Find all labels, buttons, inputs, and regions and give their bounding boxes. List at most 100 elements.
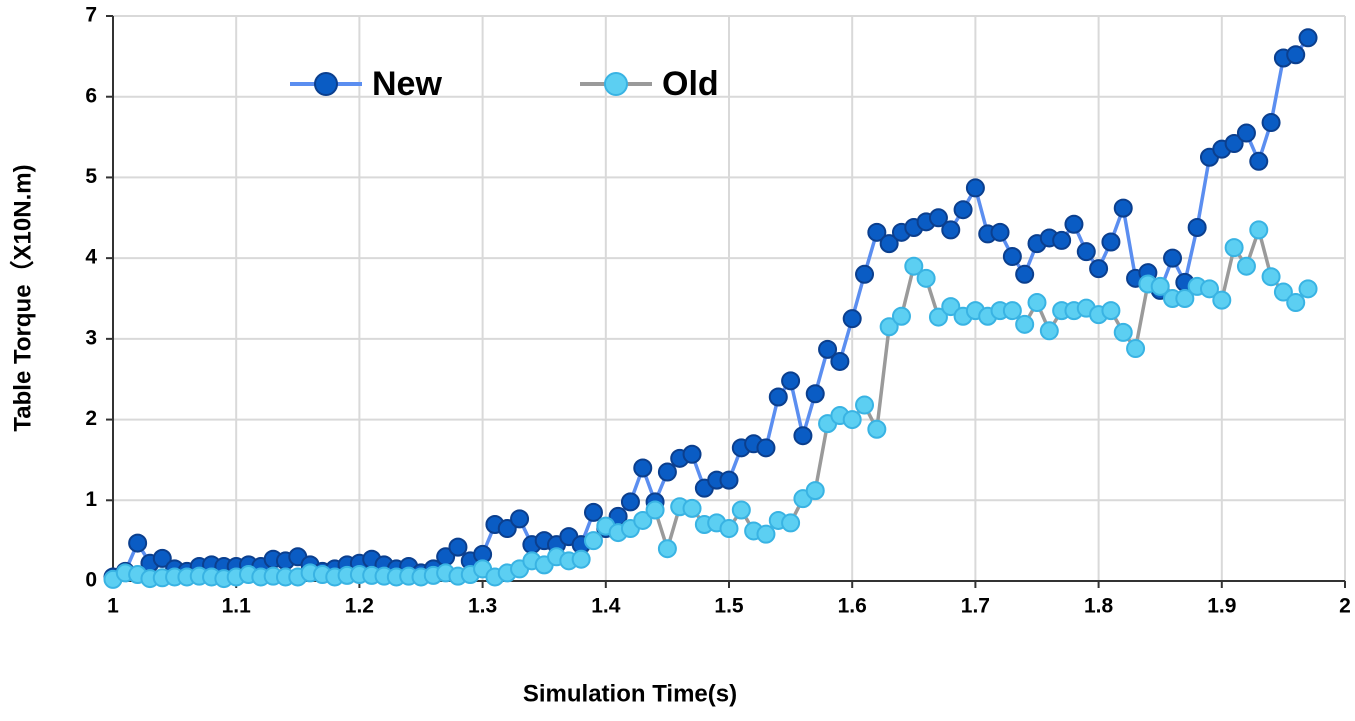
data-point [1002,301,1022,321]
data-point [1212,290,1232,310]
data-point [830,351,850,371]
data-point [855,264,875,284]
data-point [1175,289,1195,308]
data-point [891,306,911,326]
data-point [904,256,924,276]
data-point [128,533,148,553]
x-tick-label: 1.5 [714,595,744,618]
data-point [1064,214,1084,234]
data-point [1199,279,1219,299]
x-axis-title: Simulation Time(s) [523,680,737,707]
data-point [1298,28,1318,48]
legend-marker [314,72,338,96]
data-point [941,297,961,317]
data-point [633,458,653,478]
legend-marker [604,72,628,96]
data-point [879,234,899,254]
data-point [1261,113,1281,133]
data-point [583,531,603,551]
data-point [1224,134,1244,154]
x-tick-label: 1.3 [468,595,497,618]
y-axis-title: Table Torque（X10N.m) [9,164,36,431]
data-point [928,208,948,228]
x-tick-label: 1.7 [961,595,990,618]
data-point [916,268,936,288]
x-tick-label: 1.8 [1084,595,1114,618]
data-point [842,309,862,329]
data-point [1027,293,1047,313]
x-tick-label: 1 [107,595,119,618]
y-tick-label: 5 [85,165,97,188]
x-tick-label: 1.2 [345,595,374,618]
data-point [633,510,653,530]
x-tick-label: 2 [1339,595,1351,618]
data-point [497,519,517,539]
data-point [1002,247,1022,267]
data-point [682,444,702,464]
data-point [1052,230,1072,250]
data-point [842,410,862,430]
y-tick-label: 2 [85,407,97,430]
data-point [1261,267,1281,287]
data-point [448,537,468,557]
data-point [867,222,887,242]
data-point [1236,123,1256,143]
data-point [941,220,961,240]
data-point [1039,321,1059,341]
data-point [867,419,887,439]
data-point [781,371,801,391]
data-point [1015,314,1035,334]
data-point [620,492,640,512]
data-point [1089,259,1109,279]
y-tick-label: 7 [85,4,97,27]
data-point [571,549,591,569]
y-tick-label: 3 [85,326,97,349]
data-point [657,462,677,482]
data-point [1286,293,1306,313]
data-point [1298,279,1318,299]
y-tick-label: 0 [85,569,97,592]
data-point [1224,238,1244,258]
data-point [657,539,677,559]
data-point [1236,256,1256,276]
data-point [1101,301,1121,321]
data-point [645,500,665,520]
data-point [1076,242,1096,262]
data-point [1113,198,1133,218]
data-point [768,387,788,407]
data-point [1163,248,1183,268]
data-point [1015,264,1035,284]
data-point [953,200,973,220]
data-point [1101,232,1121,252]
x-tick-label: 1.6 [838,595,867,618]
y-tick-label: 6 [85,84,97,107]
data-point [510,509,530,529]
x-tick-label: 1.1 [222,595,252,618]
data-point [965,178,985,198]
data-point [719,470,739,490]
data-point [990,222,1010,242]
data-point [1286,45,1306,65]
data-point [719,519,739,539]
data-point [793,426,813,446]
data-point [805,384,825,404]
data-point [1126,339,1146,359]
data-point [1249,151,1269,171]
data-point [731,500,751,520]
data-point [1273,282,1293,302]
data-point [805,481,825,501]
data-point [928,307,948,327]
y-tick-label: 4 [85,246,97,269]
data-point [682,498,702,518]
legend-label: New [372,65,442,103]
data-point [818,339,838,359]
data-point [1150,276,1170,296]
data-point [756,438,776,458]
data-point [1113,322,1133,342]
data-point [756,524,776,544]
data-point [781,513,801,533]
data-point [1187,217,1207,237]
x-tick-label: 1.9 [1207,595,1236,618]
legend-label: Old [662,65,719,103]
